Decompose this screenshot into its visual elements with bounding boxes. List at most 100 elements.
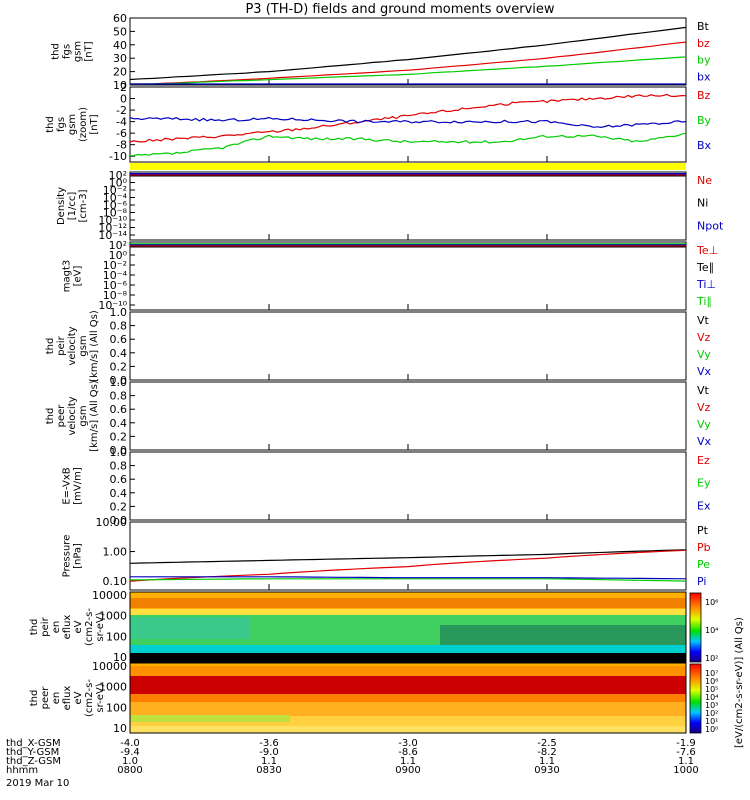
xaxis-value: -3.6 [259,738,279,749]
ytick-label: 0.10 [103,575,128,588]
colorbar-tick: 10⁵ [705,685,718,694]
xaxis-value: 1.1 [539,756,555,767]
ytick-label: 10⁻⁶ [103,279,128,292]
legend-Vy: Vy [697,348,711,361]
xaxis-row-label: thd_Z-GSM [6,756,61,767]
colorbar-tick: 10² [705,709,718,718]
series-Pt [129,549,687,564]
ytick-label: 0.0 [110,444,128,457]
legend-Vx: Vx [697,365,712,378]
ytick-label: 0.2 [110,360,128,373]
density-band [130,163,686,170]
ytick-label: -2 [116,104,127,117]
colorbar-ions [689,592,702,663]
legend-Pe: Pe [697,558,710,571]
xaxis-value: -2.5 [537,738,557,749]
ylabel-line: thd [29,619,40,636]
ylabel-line: [cm-3] [78,189,89,222]
ylabel-line: eflux [62,615,73,640]
ytick-label: 0.2 [110,500,128,513]
ytick-label: 1.0 [110,306,128,319]
ylabel-line: peir [40,616,51,636]
ytick-label: 100 [106,701,127,714]
series-bz [130,41,687,85]
ylabel-line: peir [56,335,67,355]
ion-spectrogram [129,591,687,663]
series-by [130,56,687,85]
temperature-traces [130,243,686,248]
ylabel-line: eflux [62,686,73,711]
ytick-label: -4 [116,116,127,129]
legend-Te⊥: Te⊥ [696,244,718,257]
ylabel-line: gsm [67,114,78,135]
legend-Bt: Bt [697,20,710,33]
ylabel-line: peer [56,404,67,428]
ytick-label: 0.4 [110,417,128,430]
xaxis-value: 1.1 [261,756,277,767]
colorbar-tick: 10⁰ [705,725,718,734]
xaxis-value: 1.1 [678,756,694,767]
legend-Vt: Vt [697,314,710,327]
ytick-label: 10⁻⁴ [103,269,128,282]
ylabel-line: fgs [62,44,73,59]
xaxis-row-label: hhmm [6,765,38,776]
xaxis-value: -9.0 [259,747,279,758]
colorbar-tick: 10⁶ [705,677,718,686]
ytick-label: 100 [106,630,127,643]
legend-Te∥: Te∥ [696,261,714,274]
ylabel-line: gsm [78,335,89,356]
colorbar-tick: 10³ [705,701,718,710]
series-Bt [129,26,687,81]
panel-frame [129,311,687,381]
ylabel-line: [eV] [73,266,84,287]
ytick-label: 10⁻⁸ [103,289,128,302]
ylabel-line: (cm2-s- [84,608,95,646]
series-Pe [129,578,687,582]
panel-frame [129,451,687,521]
ytick-label: 30 [113,52,127,65]
legend-Ni: Ni [697,197,708,210]
ytick-label: 10⁻¹⁰ [98,214,127,227]
ylabel-line: [nT] [84,41,95,61]
ytick-label: 10⁻¹⁴ [98,229,127,242]
ylabel-line: fgs [56,117,67,132]
ytick-label: 40 [113,39,127,52]
legend-Bx: Bx [697,139,712,152]
ylabel-line: (cm2-s- [84,679,95,717]
ytick-label: 0.6 [110,333,128,346]
ylabel-line: eV [73,691,84,704]
ylabel-line: [1/cc] [67,192,78,221]
ytick-label: 0.0 [110,374,128,387]
ytick-label: 10² [109,239,127,252]
x-axis: thd_X-GSM -4.0 -3.6 -3.0 -2.5 -1.9 thd_Y-GSM -9… [6,738,699,776]
ylabel-line: [km/s] (All Qs) [89,380,100,452]
ytick-label: 10⁻² [103,184,127,197]
ylabel-line: gsm [73,41,84,62]
ylabel-line: [nPa] [73,543,84,569]
panel-frame [129,171,687,241]
colorbar-tick: 10² [705,654,718,663]
ylabel-line: thd [45,116,56,133]
colorbar-title: [eV/(cm2-s-sr-eV)] (All Qs) [734,617,745,748]
ytick-label: 1000 [99,681,127,694]
ylabel-line: E=-VxB [62,467,73,504]
colorbar-tick: 10⁴ [705,693,718,702]
colorbar-tick: 10¹ [705,717,718,726]
panel-6: thd peer velocity gsm [km/s] (All Qs) 1.00.80… [45,376,712,457]
ylabel-line: Pressure [62,535,73,578]
ytick-label: 10⁻² [103,259,127,272]
legend-Pi: Pi [697,575,706,588]
ytick-label: 1000 [99,610,127,623]
ytick-label: 10² [109,169,127,182]
panel-10: thd peer en eflux eV (cm2-s-sr-eV) 10000 1000 10… [29,660,718,735]
ylabel-line: velocity [67,396,78,435]
legend-Ti∥: Ti∥ [696,295,712,308]
xaxis-value: 1.0 [122,756,138,767]
ytick-label: 10000 [92,660,127,673]
ylabel-line: Density [56,187,67,225]
panel-8: Pressure [nPa] 10.00 1.00 0.10 Pt Pb Pe Pi [62,516,711,591]
panel-3: Density [1/cc] [cm-3]10²10⁰10⁻²10⁻⁴10⁻⁶10⁻… [56,169,724,242]
ylabel-line: en [51,692,62,705]
xaxis-value: 1.1 [400,756,416,767]
